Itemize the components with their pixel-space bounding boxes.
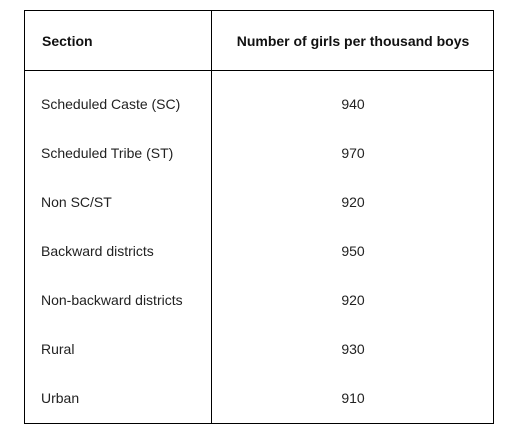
row-value: 940 — [341, 95, 365, 112]
row-value: 970 — [341, 144, 365, 161]
table-row: Non-backward districts 920 — [25, 275, 493, 324]
table-row: Urban 910 — [25, 373, 493, 422]
row-section: Urban — [41, 389, 80, 406]
row-value: 920 — [341, 193, 365, 210]
table-row: Scheduled Caste (SC) 940 — [25, 79, 493, 128]
data-table: Section Number of girls per thousand boy… — [24, 10, 494, 424]
table-row: Non SC/ST 920 — [25, 177, 493, 226]
row-value: 920 — [341, 291, 365, 308]
row-section: Scheduled Caste (SC) — [41, 95, 181, 112]
row-section: Scheduled Tribe (ST) — [41, 144, 174, 161]
row-section: Non SC/ST — [41, 193, 112, 210]
header-value: Number of girls per thousand boys — [236, 32, 470, 49]
row-section: Backward districts — [41, 242, 154, 259]
row-section: Rural — [41, 340, 75, 357]
table-row: Rural 930 — [25, 324, 493, 373]
row-value: 930 — [341, 340, 365, 357]
header-section: Section — [42, 32, 93, 49]
table-row: Scheduled Tribe (ST) 970 — [25, 128, 493, 177]
column-divider — [211, 11, 212, 423]
header-divider — [25, 70, 493, 71]
row-value: 950 — [341, 242, 365, 259]
table-row: Backward districts 950 — [25, 226, 493, 275]
row-value: 910 — [341, 389, 365, 406]
row-section: Non-backward districts — [41, 291, 183, 308]
